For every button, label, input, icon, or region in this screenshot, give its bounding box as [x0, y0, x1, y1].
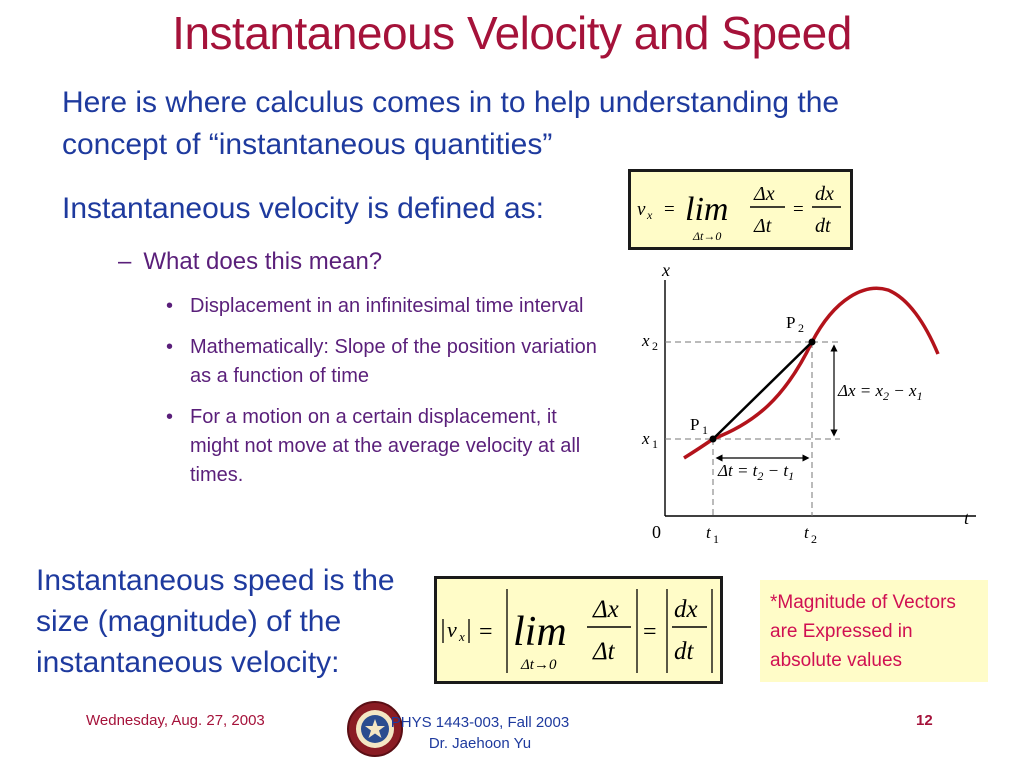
speed-equation-box: v x = lim Δt→0 Δx Δt = dx dt [434, 576, 723, 684]
t1-tick: t [706, 523, 712, 542]
bullet-item: For a motion on a certain displacement, … [166, 403, 611, 490]
sub-question-text: What does this mean? [143, 248, 383, 275]
eq-speed-den1: Δt [592, 638, 616, 665]
slide-title: Instantaneous Velocity and Speed [172, 7, 852, 59]
delta-t-minus: − t [763, 461, 789, 480]
course-name: PHYS 1443-003, Fall 2003 [390, 714, 570, 731]
eq-speed-num1: Δx [592, 596, 619, 623]
p1-label: P [690, 415, 699, 434]
footer-date: Wednesday, Aug. 27, 2003 [86, 712, 265, 729]
delta-t-label: Δt = t2 − t1 [717, 461, 794, 483]
eq-velocity-equals-2: = [793, 199, 804, 220]
p2-label-sub: 2 [798, 321, 804, 335]
delta-x-sub2: 2 [883, 389, 889, 403]
position-time-graph: x t 0 P 1 P 2 x 2 x 1 t 1 t 2 Δx = x2 − … [641, 260, 976, 546]
velocity-equation-box: v x = lim Δt→0 Δx Δt = dx dt [628, 169, 853, 250]
x1-tick: x [641, 429, 650, 448]
delta-t-text: Δt = t [717, 461, 759, 480]
instructor-name: Dr. Jaehoon Yu [428, 735, 532, 752]
eq-speed-limit: Δt→0 [520, 657, 557, 673]
footer-course: PHYS 1443-003, Fall 2003 Dr. Jaehoon Yu [380, 712, 580, 754]
intro-text: Here is where calculus comes in to help … [62, 86, 840, 161]
eq-velocity-limit: Δt→0 [692, 229, 721, 243]
bullet-item: Mathematically: Slope of the position va… [166, 333, 611, 391]
sub-question: – What does this mean? [118, 248, 382, 276]
eq-velocity-lhs: v [637, 199, 646, 220]
point-p2 [808, 338, 816, 346]
eq-velocity-equals: = [664, 199, 675, 220]
p1-label-sub: 1 [702, 423, 708, 437]
origin-label: 0 [652, 522, 661, 542]
eq-speed-lhs: v [447, 617, 457, 642]
eq-speed-sub: x [458, 629, 465, 644]
delta-x-sub1: 1 [917, 389, 923, 403]
eq-speed-equals: = [479, 619, 493, 645]
position-curve [683, 286, 940, 460]
eq-velocity-den2: dt [815, 215, 831, 237]
delta-x-label: Δx = x2 − x1 [837, 381, 923, 403]
eq-velocity-num2: dx [815, 183, 834, 205]
t1-tick-sub: 1 [713, 532, 719, 546]
delta-t-sub2: 2 [757, 469, 763, 483]
dash-marker: – [118, 248, 132, 275]
p2-label: P [786, 313, 795, 332]
eq-speed-den2: dt [674, 638, 695, 665]
bullet-list: Displacement in an infinitesimal time in… [166, 292, 611, 502]
delta-x-minus: − x [889, 381, 917, 400]
eq-velocity-den1: Δt [753, 215, 772, 237]
point-p1 [709, 435, 717, 443]
speed-definition-text: Instantaneous speed is the size (magnitu… [36, 564, 395, 679]
university-seal-icon [347, 701, 403, 757]
t2-tick: t [804, 523, 810, 542]
x2-tick-sub: 2 [652, 339, 658, 353]
x-axis-label: t [964, 508, 970, 528]
magnitude-note: *Magnitude of Vectors are Expressed in a… [760, 580, 988, 682]
page-number: 12 [916, 712, 933, 729]
bullet-item: Displacement in an infinitesimal time in… [166, 292, 611, 321]
delta-t-sub1: 1 [788, 469, 794, 483]
velocity-definition-text: Instantaneous velocity is defined as: [62, 192, 544, 225]
delta-x-text: Δx = x [837, 381, 883, 400]
eq-speed-num2: dx [674, 596, 698, 623]
y-axis-label: x [661, 260, 670, 280]
x2-tick: x [641, 331, 650, 350]
velocity-equation: v x = lim Δt→0 Δx Δt = dx dt [637, 183, 841, 243]
eq-speed-equals-2: = [643, 619, 657, 645]
t2-tick-sub: 2 [811, 532, 817, 546]
eq-velocity-num1: Δx [753, 183, 775, 205]
x1-tick-sub: 1 [652, 437, 658, 451]
eq-speed-lim: lim [513, 609, 567, 655]
eq-velocity-lim: lim [685, 191, 728, 228]
speed-equation: v x = lim Δt→0 Δx Δt = dx dt [442, 589, 713, 673]
secant-line [712, 341, 813, 440]
eq-velocity-sub: x [646, 208, 653, 222]
